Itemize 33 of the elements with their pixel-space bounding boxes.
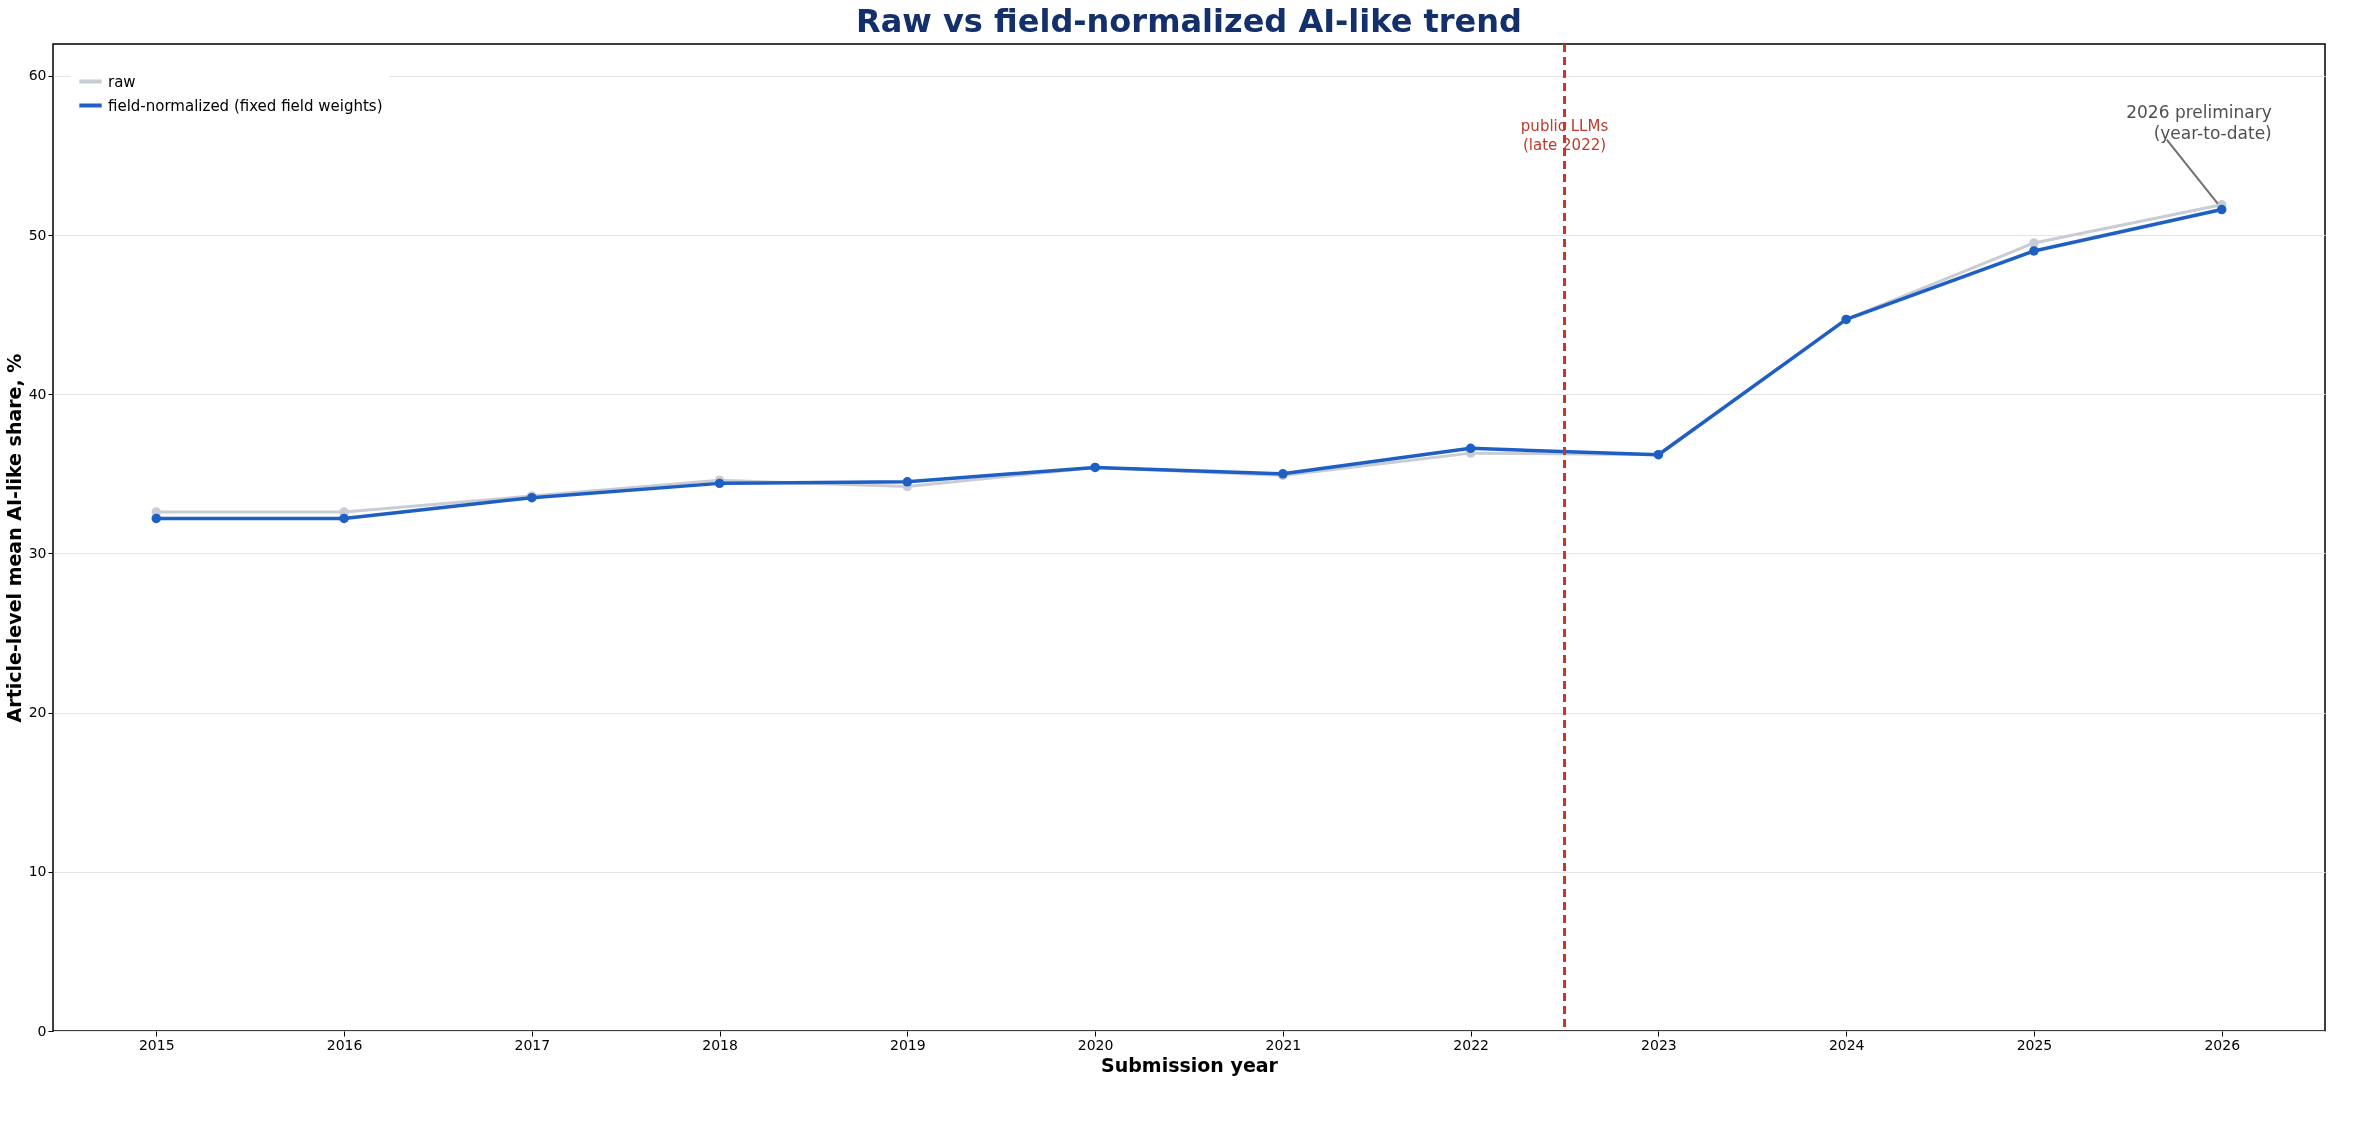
- x-tick-label: 2015: [138, 1036, 175, 1053]
- y-tick-label: 0: [37, 1022, 47, 1039]
- chart-title: Raw vs field-normalized AI-like trend: [856, 1, 1522, 40]
- point: [151, 513, 162, 524]
- y-tick-label: 50: [28, 226, 47, 243]
- legend-label: field-normalized (fixed field weights): [108, 96, 383, 115]
- y-tick-label: 60: [28, 67, 47, 84]
- y-tick-label: 10: [28, 863, 47, 880]
- point: [714, 478, 725, 489]
- x-tick-label: 2020: [1077, 1036, 1114, 1053]
- x-tick-label: 2016: [326, 1036, 363, 1053]
- x-tick-label: 2019: [890, 1036, 926, 1053]
- ref-line-label: public LLMs (late 2022): [1520, 117, 1609, 154]
- x-tick-label: 2022: [1453, 1036, 1489, 1053]
- x-tick-label: 2026: [2204, 1036, 2241, 1053]
- y-axis-title: Article-level mean AI-like share, %: [2, 353, 25, 723]
- x-tick-label: 2023: [1641, 1036, 1677, 1053]
- x-tick-label: 2025: [2016, 1036, 2053, 1053]
- y-tick-label: 30: [28, 544, 47, 561]
- point: [2216, 204, 2227, 215]
- x-tick-label: 2018: [702, 1036, 738, 1053]
- point: [902, 477, 913, 487]
- point: [339, 513, 349, 524]
- x-tick-label: 2024: [1828, 1036, 1865, 1053]
- y-tick-label: 20: [28, 704, 47, 721]
- x-axis-title: Submission year: [1101, 1053, 1279, 1076]
- annotation: 2026 preliminary (year-to-date): [2126, 101, 2272, 143]
- point: [1465, 443, 1476, 454]
- y-tick-label: 40: [28, 385, 47, 402]
- point: [2029, 246, 2039, 256]
- x-tick-label: 2017: [514, 1036, 551, 1053]
- x-tick-label: 2021: [1265, 1036, 1302, 1053]
- legend-label: raw: [108, 72, 136, 91]
